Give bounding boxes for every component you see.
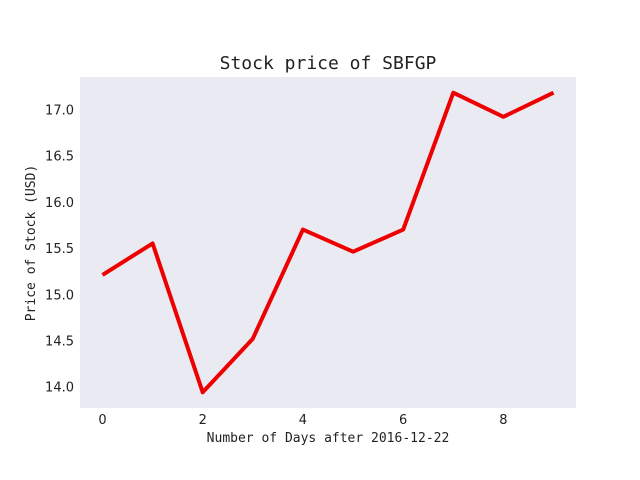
- y-tick-label: 15.0: [45, 288, 74, 303]
- x-tick-label: 6: [399, 413, 407, 428]
- y-tick-label: 16.5: [45, 150, 74, 165]
- x-axis-label: Number of Days after 2016-12-22: [207, 431, 450, 446]
- y-tick-label: 17.0: [45, 103, 74, 118]
- x-tick-label: 8: [499, 413, 507, 428]
- x-axis-ticks: 0 2 4 6 8: [98, 413, 507, 428]
- x-tick-label: 2: [199, 413, 207, 428]
- data-points: [102, 92, 554, 393]
- x-tick-label: 4: [299, 413, 307, 428]
- y-tick-label: 14.5: [45, 335, 74, 350]
- y-tick-label: 14.0: [45, 381, 74, 396]
- y-tick-label: 16.0: [45, 196, 74, 211]
- y-tick-label: 15.5: [45, 242, 74, 257]
- y-axis-ticks: 14.0 14.5 15.0 15.5 16.0 16.5 17.0: [45, 103, 74, 395]
- y-axis-label: Price of Stock (USD): [24, 165, 39, 322]
- x-tick-label: 0: [98, 413, 106, 428]
- price-series-line: [101, 90, 555, 395]
- chart-title: Stock price of SBFGP: [220, 53, 437, 74]
